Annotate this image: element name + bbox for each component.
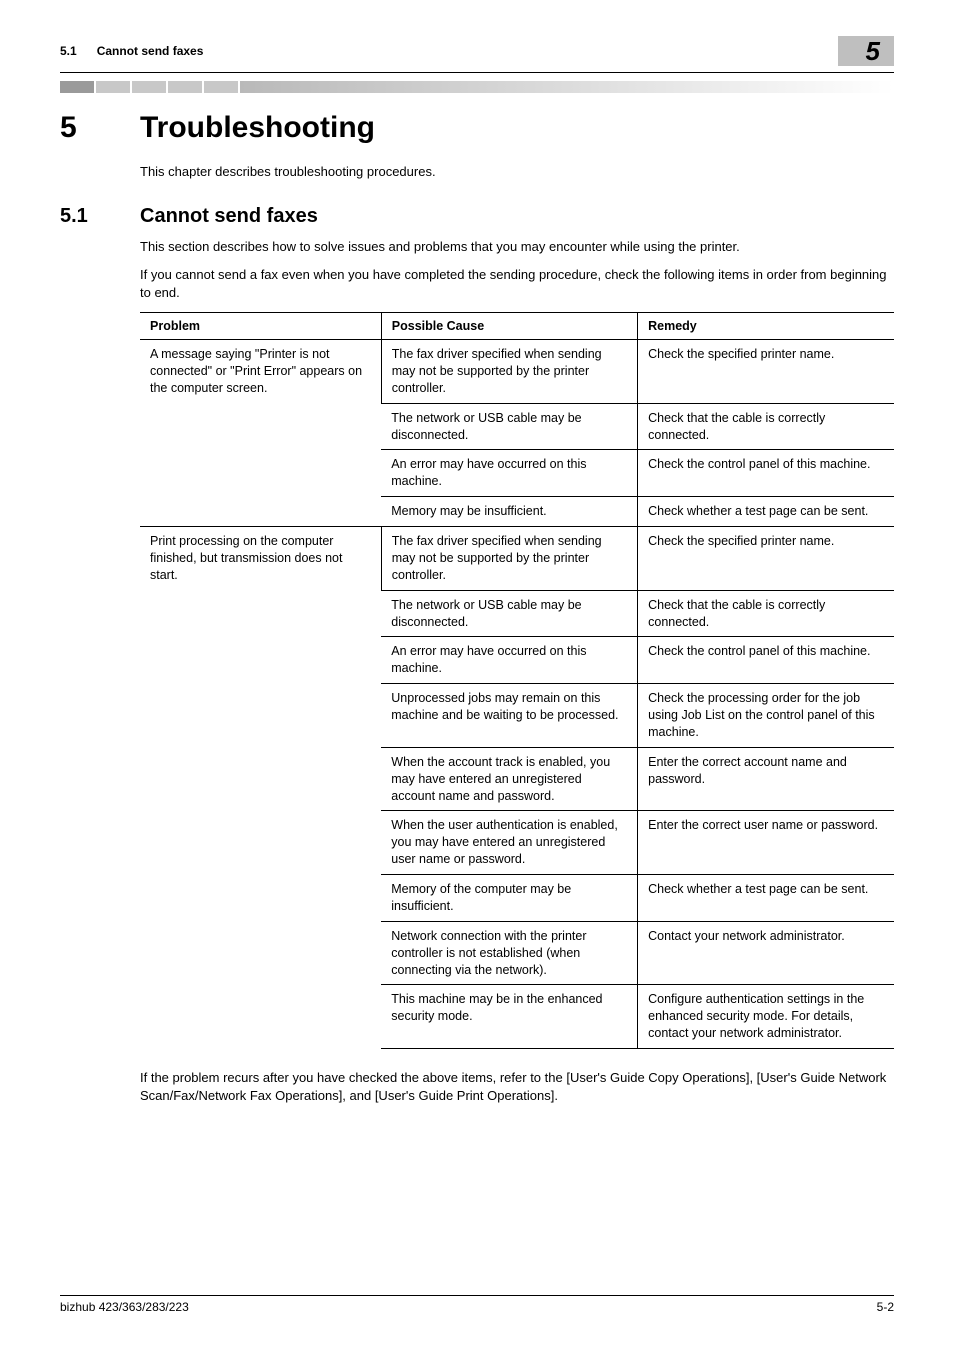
problem-cell: A message saying "Printer is not connect… <box>140 340 381 527</box>
problem-cell: Print processing on the computer finishe… <box>140 527 381 1049</box>
remedy-cell: Enter the correct user name or password. <box>638 811 894 875</box>
closing-para: If the problem recurs after you have che… <box>140 1069 894 1105</box>
remedy-cell: Check the control panel of this machine. <box>638 450 894 497</box>
remedy-cell: Enter the correct account name and passw… <box>638 747 894 811</box>
section-number: 5.1 <box>60 205 140 228</box>
footer-page: 5-2 <box>877 1300 894 1314</box>
cause-cell: When the account track is enabled, you m… <box>381 747 637 811</box>
col-problem: Problem <box>140 313 381 340</box>
cause-cell: The fax driver specified when sending ma… <box>381 340 637 404</box>
chapter-intro: This chapter describes troubleshooting p… <box>140 163 894 181</box>
remedy-cell: Contact your network administrator. <box>638 921 894 985</box>
cause-cell: The fax driver specified when sending ma… <box>381 527 637 591</box>
remedy-cell: Check the control panel of this machine. <box>638 637 894 684</box>
chapter-number: 5 <box>60 111 140 145</box>
section-heading: 5.1 Cannot send faxes <box>60 205 894 228</box>
cause-cell: When the user authentication is enabled,… <box>381 811 637 875</box>
page-footer: bizhub 423/363/283/223 5-2 <box>60 1295 894 1314</box>
remedy-cell: Configure authentication settings in the… <box>638 985 894 1049</box>
cause-cell: This machine may be in the enhanced secu… <box>381 985 637 1049</box>
remedy-cell: Check whether a test page can be sent. <box>638 497 894 527</box>
footer-model: bizhub 423/363/283/223 <box>60 1300 189 1314</box>
header-section-num: 5.1 <box>60 44 77 58</box>
cause-cell: The network or USB cable may be disconne… <box>381 403 637 450</box>
chapter-title: Troubleshooting <box>140 111 375 145</box>
section-para-2: If you cannot send a fax even when you h… <box>140 266 894 302</box>
table-row: Print processing on the computer finishe… <box>140 527 894 591</box>
table-row: A message saying "Printer is not connect… <box>140 340 894 404</box>
cause-cell: An error may have occurred on this machi… <box>381 637 637 684</box>
decor-strip <box>60 81 894 93</box>
remedy-cell: Check that the cable is correctly connec… <box>638 403 894 450</box>
remedy-cell: Check the processing order for the job u… <box>638 684 894 748</box>
chapter-badge: 5 <box>838 36 894 66</box>
col-remedy: Remedy <box>638 313 894 340</box>
header-rule <box>60 72 894 73</box>
col-cause: Possible Cause <box>381 313 637 340</box>
section-title: Cannot send faxes <box>140 205 318 228</box>
remedy-cell: Check the specified printer name. <box>638 527 894 591</box>
cause-cell: The network or USB cable may be disconne… <box>381 590 637 637</box>
page-header-left: 5.1 Cannot send faxes <box>60 44 203 58</box>
cause-cell: An error may have occurred on this machi… <box>381 450 637 497</box>
cause-cell: Unprocessed jobs may remain on this mach… <box>381 684 637 748</box>
troubleshooting-table: Problem Possible Cause Remedy A message … <box>140 312 894 1049</box>
cause-cell: Network connection with the printer cont… <box>381 921 637 985</box>
section-para-1: This section describes how to solve issu… <box>140 238 894 256</box>
remedy-cell: Check the specified printer name. <box>638 340 894 404</box>
remedy-cell: Check whether a test page can be sent. <box>638 875 894 922</box>
header-section-title: Cannot send faxes <box>97 44 204 58</box>
cause-cell: Memory of the computer may be insufficie… <box>381 875 637 922</box>
chapter-heading: 5 Troubleshooting <box>60 111 894 145</box>
remedy-cell: Check that the cable is correctly connec… <box>638 590 894 637</box>
cause-cell: Memory may be insufficient. <box>381 497 637 527</box>
